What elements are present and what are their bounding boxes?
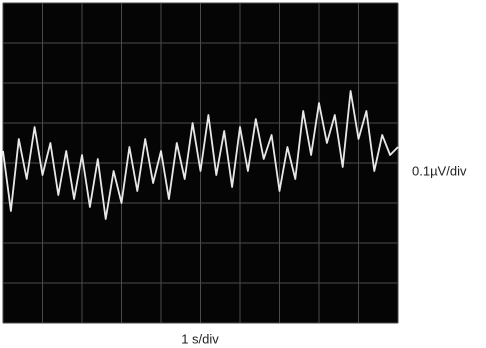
- y-axis-label: 0.1µV/div: [412, 163, 467, 178]
- trace: [2, 90, 399, 220]
- x-axis-label: 1 s/div: [181, 331, 219, 346]
